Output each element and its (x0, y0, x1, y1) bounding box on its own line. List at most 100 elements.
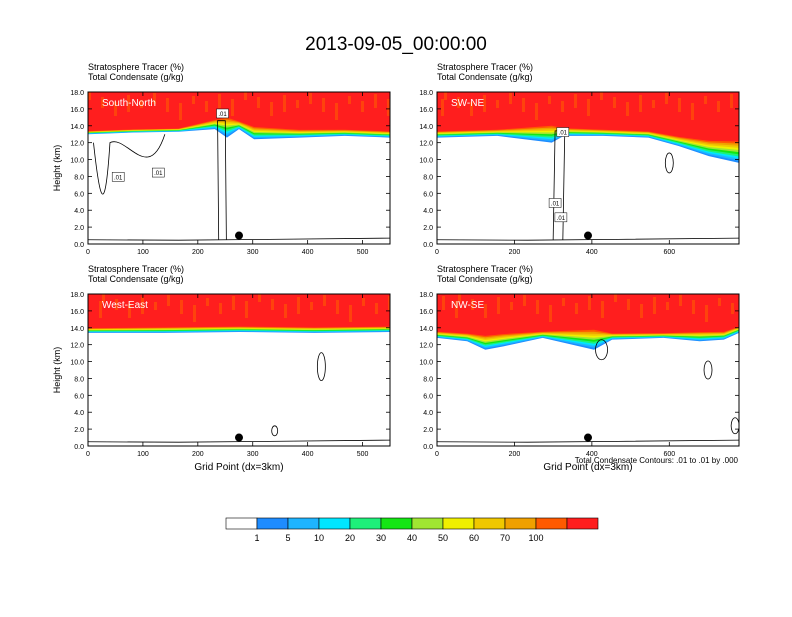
colorbar-swatch (442, 517, 475, 530)
tracer-streak (128, 304, 131, 318)
x-tick-label: 500 (357, 451, 369, 458)
y-tick-label: 6.0 (423, 393, 433, 400)
x-tick-label: 100 (137, 451, 149, 458)
y-tick-label: 12.0 (70, 343, 84, 350)
tracer-streak (375, 303, 378, 314)
tracer-streak (705, 305, 708, 322)
tracer-streak (444, 92, 447, 100)
y-axis-label: Height (km) (52, 347, 62, 394)
x-tick-label: 200 (509, 451, 521, 458)
tracer-streak (309, 93, 312, 104)
contour-label: .01 (551, 201, 560, 207)
tracer-streak (270, 102, 273, 116)
y-tick-label: 12.0 (419, 141, 433, 148)
tracer-streak (653, 297, 656, 314)
y-tick-label: 0.0 (423, 242, 433, 249)
tracer-streak (652, 100, 655, 108)
tracer-streak (549, 305, 552, 322)
tracer-streak (548, 96, 551, 104)
panel-title-line2: Total Condensate (g/kg) (88, 72, 184, 82)
contour-line (87, 439, 391, 443)
x-tick-label: 100 (137, 249, 149, 256)
x-axis-label: Grid Point (dx=3km) (543, 462, 632, 473)
colorbar-label: 5 (285, 533, 290, 543)
tracer-streak (718, 298, 721, 306)
y-tick-label: 16.0 (419, 107, 433, 114)
tracer-streak (457, 97, 460, 108)
colorbar-label: 30 (376, 533, 386, 543)
y-tick-label: 0.0 (74, 242, 84, 249)
tracer-streak (284, 304, 287, 318)
colorbar-swatch (380, 517, 413, 530)
plot-frame (87, 91, 391, 245)
tracer-streak (388, 296, 390, 310)
y-tick-label: 18.0 (419, 90, 433, 97)
y-tick-label: 16.0 (70, 309, 84, 316)
tracer-streak (179, 103, 182, 120)
tracer-streak (153, 93, 156, 104)
tracer-streak (349, 305, 352, 322)
tracer-streak (218, 94, 221, 108)
plot-frame (436, 91, 740, 245)
tracer-streak (348, 96, 351, 104)
tracer-field (437, 294, 739, 350)
y-tick-label: 14.0 (70, 124, 84, 131)
tracer-streak (561, 101, 564, 112)
x-tick-label: 600 (663, 451, 675, 458)
tracer-streak (442, 296, 445, 310)
contour-footnote: Total Condensate Contours: .01 to .01 by… (575, 456, 739, 465)
y-tick-label: 4.0 (74, 410, 84, 417)
y-tick-label: 10.0 (419, 360, 433, 367)
panel-title-line1: Stratosphere Tracer (%) (437, 62, 533, 72)
contour-label: .01 (154, 171, 163, 177)
colorbar-swatch (256, 517, 289, 530)
colorbar-swatch (225, 517, 258, 530)
contour-label-box (216, 108, 229, 119)
tracer-streak (257, 97, 260, 108)
tracer-streak (601, 301, 604, 318)
contour-label-box (111, 172, 125, 182)
tracer-streak (535, 103, 538, 120)
tracer-streak (88, 92, 91, 100)
colorbar-swatch (504, 517, 537, 530)
contour-line (217, 120, 227, 240)
contour-line (595, 339, 608, 361)
tracer-streak (374, 94, 377, 108)
tracer-streak (102, 294, 105, 302)
contour-line (271, 425, 279, 437)
panel-title-line1: Stratosphere Tracer (%) (88, 264, 184, 274)
tracer-streak (509, 93, 512, 104)
colorbar-label: 100 (528, 533, 543, 543)
panel-title-line2: Total Condensate (g/kg) (437, 274, 533, 284)
tracer-streak (245, 301, 248, 318)
y-tick-label: 4.0 (423, 410, 433, 417)
tracer-streak (283, 95, 286, 112)
tracer-streak (114, 102, 117, 116)
tracer-streak (335, 103, 338, 120)
tracer-streak (127, 95, 130, 112)
tracer-streak (522, 98, 525, 112)
panel-title-line1: Stratosphere Tracer (%) (88, 62, 184, 72)
contour-label: .01 (557, 216, 566, 222)
tracer-streak (322, 98, 325, 112)
panel-west-east: Stratosphere Tracer (%)Total Condensate … (52, 264, 391, 473)
tracer-streak (470, 102, 473, 116)
y-tick-label: 0.0 (74, 444, 84, 451)
y-tick-label: 4.0 (74, 208, 84, 215)
panel-title-line2: Total Condensate (g/kg) (88, 274, 184, 284)
tracer-streak (730, 94, 733, 108)
y-tick-label: 6.0 (423, 191, 433, 198)
tracer-streak (574, 94, 577, 108)
x-axis-label: Grid Point (dx=3km) (194, 462, 283, 473)
contour-label-box (554, 212, 568, 223)
colorbar-legend: 1 5 10 20 30 40 50 60 70 100 (225, 517, 599, 543)
y-tick-label: 14.0 (419, 124, 433, 131)
colorbar-swatch (535, 517, 568, 530)
tracer-streak (455, 301, 458, 318)
tracer-streak (296, 100, 299, 108)
y-tick-label: 12.0 (70, 141, 84, 148)
colorbar-swatch (473, 517, 506, 530)
x-tick-label: 400 (302, 451, 314, 458)
x-tick-label: 0 (86, 451, 90, 458)
y-tick-label: 12.0 (419, 343, 433, 350)
